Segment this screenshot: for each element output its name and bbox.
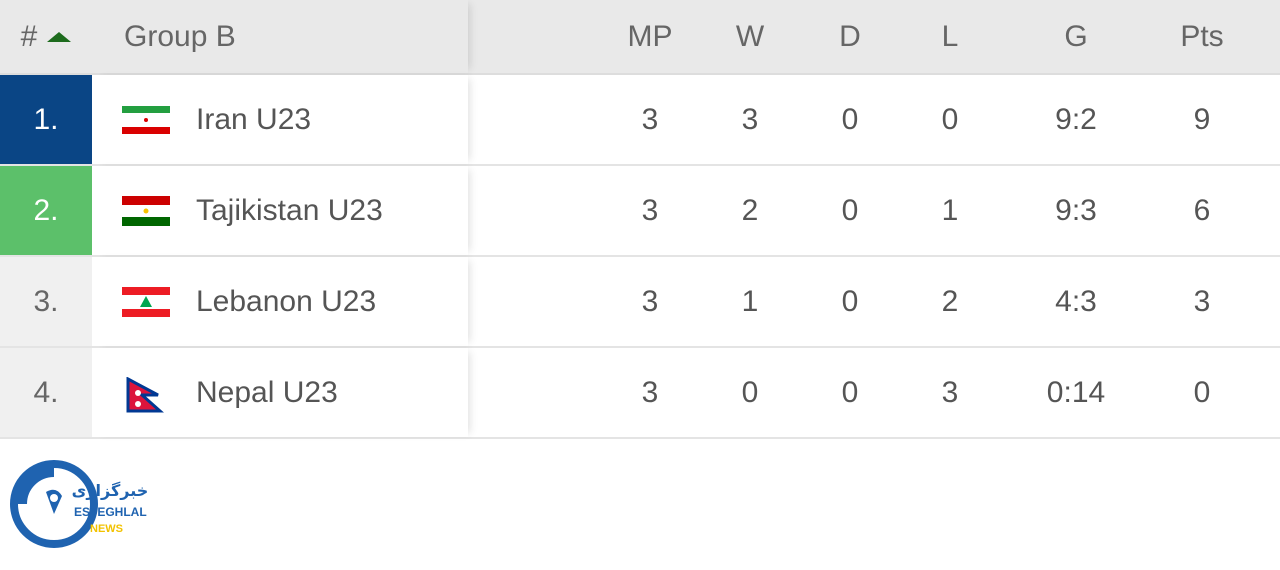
- nepal-flag-icon: [122, 376, 170, 412]
- rank-cell: 3.: [0, 257, 92, 346]
- stat-g: 4:3: [1055, 284, 1097, 318]
- team-name: Tajikistan U23: [196, 193, 383, 227]
- team-cell[interactable]: Nepal U23: [92, 348, 468, 437]
- col-d[interactable]: D: [839, 19, 861, 53]
- stat-g: 0:14: [1046, 375, 1106, 409]
- stat-mp: 3: [641, 193, 659, 227]
- stat-pts: 9: [1193, 102, 1211, 136]
- triangle-up-icon: [47, 31, 72, 42]
- rank-cell: 2.: [0, 166, 92, 255]
- stat-mp: 3: [641, 284, 659, 318]
- col-pts[interactable]: Pts: [1180, 19, 1224, 53]
- table-row[interactable]: 2. Tajikistan U23 3 2 0 1 9:3 6: [0, 166, 1280, 257]
- stat-w: 1: [741, 284, 759, 318]
- stat-d: 0: [841, 284, 859, 318]
- stat-w: 2: [741, 193, 759, 227]
- stat-g: 9:3: [1055, 193, 1097, 227]
- stat-d: 0: [841, 102, 859, 136]
- table-header: # Group B MP W D L G Pts: [0, 0, 1280, 75]
- team-cell[interactable]: Lebanon U23: [92, 257, 468, 346]
- col-g[interactable]: G: [1064, 19, 1088, 53]
- rank-label: #: [20, 19, 38, 53]
- stat-l: 1: [941, 193, 959, 227]
- rank-cell: 1.: [0, 75, 92, 164]
- stat-mp: 3: [641, 375, 659, 409]
- stat-d: 0: [841, 193, 859, 227]
- tajikistan-flag-icon: [122, 195, 170, 227]
- stat-l: 0: [941, 102, 959, 136]
- standings-table: # Group B MP W D L G Pts 1. Iran U23 3 3 0 0…: [0, 0, 1280, 439]
- rank-header[interactable]: #: [0, 0, 92, 73]
- table-row[interactable]: 3. Lebanon U23 3 1 0 2 4:3 3: [0, 257, 1280, 348]
- col-l[interactable]: L: [941, 19, 959, 53]
- stat-w: 0: [741, 375, 759, 409]
- svg-text:خبرگزاری: خبرگزاری: [72, 481, 149, 500]
- team-name: Iran U23: [196, 102, 312, 136]
- stat-pts: 6: [1193, 193, 1211, 227]
- stat-g: 9:2: [1055, 102, 1097, 136]
- team-name: Nepal U23: [196, 375, 338, 409]
- group-title: Group B: [92, 0, 468, 73]
- table-row[interactable]: 4. Nepal U23 3 0 0 3 0:14 0: [0, 348, 1280, 439]
- table-row[interactable]: 1. Iran U23 3 3 0 0 9:2 9: [0, 75, 1280, 166]
- rank-cell: 4.: [0, 348, 92, 437]
- stat-mp: 3: [641, 102, 659, 136]
- stat-pts: 0: [1193, 375, 1211, 409]
- svg-text:ESTEGHLAL: ESTEGHLAL: [74, 505, 147, 519]
- col-mp[interactable]: MP: [627, 19, 673, 53]
- stat-pts: 3: [1193, 284, 1211, 318]
- stat-d: 0: [841, 375, 859, 409]
- team-cell[interactable]: Iran U23: [92, 75, 468, 164]
- team-cell[interactable]: Tajikistan U23: [92, 166, 468, 255]
- col-w[interactable]: W: [735, 19, 765, 53]
- stat-l: 2: [941, 284, 959, 318]
- stat-l: 3: [941, 375, 959, 409]
- esteghlal-news-logo: خبرگزاری ESTEGHLAL NEWS: [10, 460, 149, 548]
- iran-flag-icon: [122, 104, 170, 136]
- stat-w: 3: [741, 102, 759, 136]
- lebanon-flag-icon: [122, 286, 170, 318]
- team-name: Lebanon U23: [196, 284, 377, 318]
- svg-text:NEWS: NEWS: [90, 523, 123, 535]
